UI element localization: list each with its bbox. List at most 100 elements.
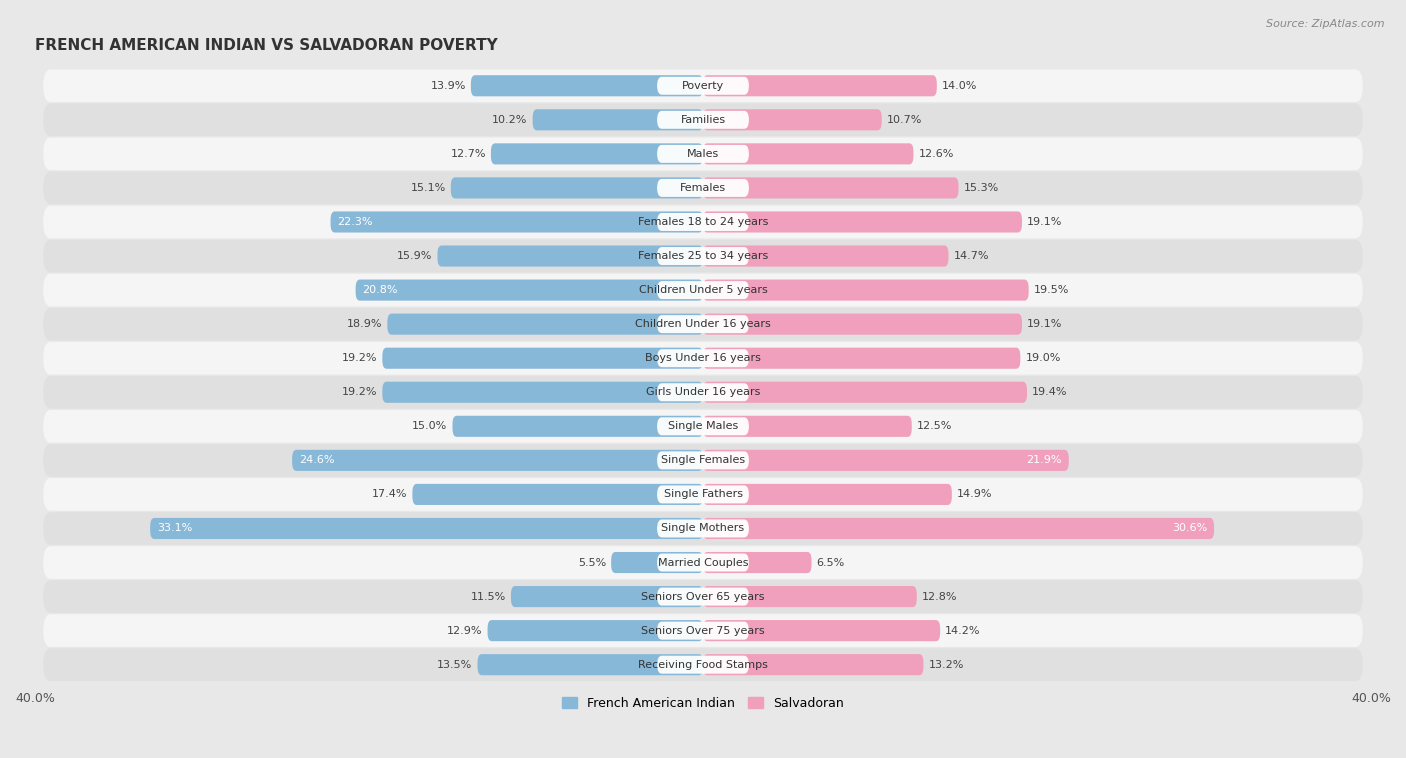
Text: 12.5%: 12.5% (917, 421, 952, 431)
FancyBboxPatch shape (382, 382, 703, 402)
Text: 12.9%: 12.9% (447, 625, 482, 636)
Text: 12.7%: 12.7% (450, 149, 486, 159)
FancyBboxPatch shape (703, 177, 959, 199)
FancyBboxPatch shape (44, 580, 1362, 613)
Text: Children Under 5 years: Children Under 5 years (638, 285, 768, 295)
FancyBboxPatch shape (657, 418, 749, 435)
Text: 11.5%: 11.5% (471, 591, 506, 602)
Text: 14.7%: 14.7% (953, 251, 988, 261)
Text: Source: ZipAtlas.com: Source: ZipAtlas.com (1267, 19, 1385, 29)
FancyBboxPatch shape (703, 348, 1021, 368)
Text: 14.0%: 14.0% (942, 81, 977, 91)
FancyBboxPatch shape (44, 376, 1362, 409)
FancyBboxPatch shape (44, 342, 1362, 374)
FancyBboxPatch shape (703, 449, 1069, 471)
Text: Single Females: Single Females (661, 456, 745, 465)
Text: Males: Males (688, 149, 718, 159)
FancyBboxPatch shape (703, 211, 1022, 233)
Text: 6.5%: 6.5% (817, 558, 845, 568)
FancyBboxPatch shape (703, 484, 952, 505)
FancyBboxPatch shape (703, 654, 924, 675)
FancyBboxPatch shape (356, 280, 703, 301)
FancyBboxPatch shape (612, 552, 703, 573)
FancyBboxPatch shape (533, 109, 703, 130)
FancyBboxPatch shape (657, 281, 749, 299)
Text: 13.9%: 13.9% (430, 81, 465, 91)
FancyBboxPatch shape (657, 111, 749, 129)
FancyBboxPatch shape (657, 213, 749, 231)
FancyBboxPatch shape (703, 280, 1029, 301)
Text: 19.5%: 19.5% (1033, 285, 1069, 295)
FancyBboxPatch shape (657, 656, 749, 674)
Text: Single Fathers: Single Fathers (664, 490, 742, 500)
Text: 17.4%: 17.4% (371, 490, 408, 500)
FancyBboxPatch shape (703, 518, 1213, 539)
Text: Poverty: Poverty (682, 81, 724, 91)
FancyBboxPatch shape (412, 484, 703, 505)
FancyBboxPatch shape (150, 518, 703, 539)
Text: Seniors Over 75 years: Seniors Over 75 years (641, 625, 765, 636)
FancyBboxPatch shape (330, 211, 703, 233)
Text: Girls Under 16 years: Girls Under 16 years (645, 387, 761, 397)
Text: 15.0%: 15.0% (412, 421, 447, 431)
Text: 15.1%: 15.1% (411, 183, 446, 193)
FancyBboxPatch shape (44, 104, 1362, 136)
FancyBboxPatch shape (703, 109, 882, 130)
Text: 15.3%: 15.3% (963, 183, 998, 193)
Text: 24.6%: 24.6% (299, 456, 335, 465)
Text: 22.3%: 22.3% (337, 217, 373, 227)
Text: 19.4%: 19.4% (1032, 387, 1067, 397)
FancyBboxPatch shape (471, 75, 703, 96)
FancyBboxPatch shape (491, 143, 703, 164)
FancyBboxPatch shape (44, 137, 1362, 171)
Text: Single Males: Single Males (668, 421, 738, 431)
FancyBboxPatch shape (44, 171, 1362, 204)
FancyBboxPatch shape (44, 547, 1362, 579)
Text: 33.1%: 33.1% (157, 524, 193, 534)
FancyBboxPatch shape (657, 485, 749, 503)
Text: 14.9%: 14.9% (957, 490, 993, 500)
FancyBboxPatch shape (703, 75, 936, 96)
Text: 19.0%: 19.0% (1025, 353, 1060, 363)
FancyBboxPatch shape (44, 205, 1362, 238)
Text: 21.9%: 21.9% (1026, 456, 1062, 465)
Text: 18.9%: 18.9% (347, 319, 382, 329)
Text: 14.2%: 14.2% (945, 625, 980, 636)
FancyBboxPatch shape (657, 349, 749, 367)
Text: 13.5%: 13.5% (437, 659, 472, 670)
Text: Seniors Over 65 years: Seniors Over 65 years (641, 591, 765, 602)
FancyBboxPatch shape (703, 246, 949, 267)
FancyBboxPatch shape (44, 70, 1362, 102)
FancyBboxPatch shape (657, 247, 749, 265)
FancyBboxPatch shape (703, 382, 1026, 402)
FancyBboxPatch shape (478, 654, 703, 675)
FancyBboxPatch shape (703, 314, 1022, 335)
FancyBboxPatch shape (44, 410, 1362, 443)
FancyBboxPatch shape (292, 449, 703, 471)
FancyBboxPatch shape (44, 240, 1362, 272)
Text: 10.7%: 10.7% (887, 114, 922, 125)
FancyBboxPatch shape (453, 415, 703, 437)
Text: 12.8%: 12.8% (922, 591, 957, 602)
Text: 19.1%: 19.1% (1026, 217, 1063, 227)
FancyBboxPatch shape (44, 614, 1362, 647)
Text: 20.8%: 20.8% (363, 285, 398, 295)
FancyBboxPatch shape (703, 586, 917, 607)
FancyBboxPatch shape (657, 384, 749, 401)
Text: Children Under 16 years: Children Under 16 years (636, 319, 770, 329)
FancyBboxPatch shape (703, 415, 911, 437)
FancyBboxPatch shape (657, 553, 749, 572)
Text: Families: Families (681, 114, 725, 125)
FancyBboxPatch shape (510, 586, 703, 607)
Text: Receiving Food Stamps: Receiving Food Stamps (638, 659, 768, 670)
Text: 5.5%: 5.5% (578, 558, 606, 568)
FancyBboxPatch shape (44, 648, 1362, 681)
FancyBboxPatch shape (703, 620, 941, 641)
FancyBboxPatch shape (44, 444, 1362, 477)
Text: Females 18 to 24 years: Females 18 to 24 years (638, 217, 768, 227)
FancyBboxPatch shape (657, 145, 749, 163)
FancyBboxPatch shape (488, 620, 703, 641)
Text: 19.2%: 19.2% (342, 353, 377, 363)
Legend: French American Indian, Salvadoran: French American Indian, Salvadoran (557, 692, 849, 715)
Text: 30.6%: 30.6% (1173, 524, 1208, 534)
